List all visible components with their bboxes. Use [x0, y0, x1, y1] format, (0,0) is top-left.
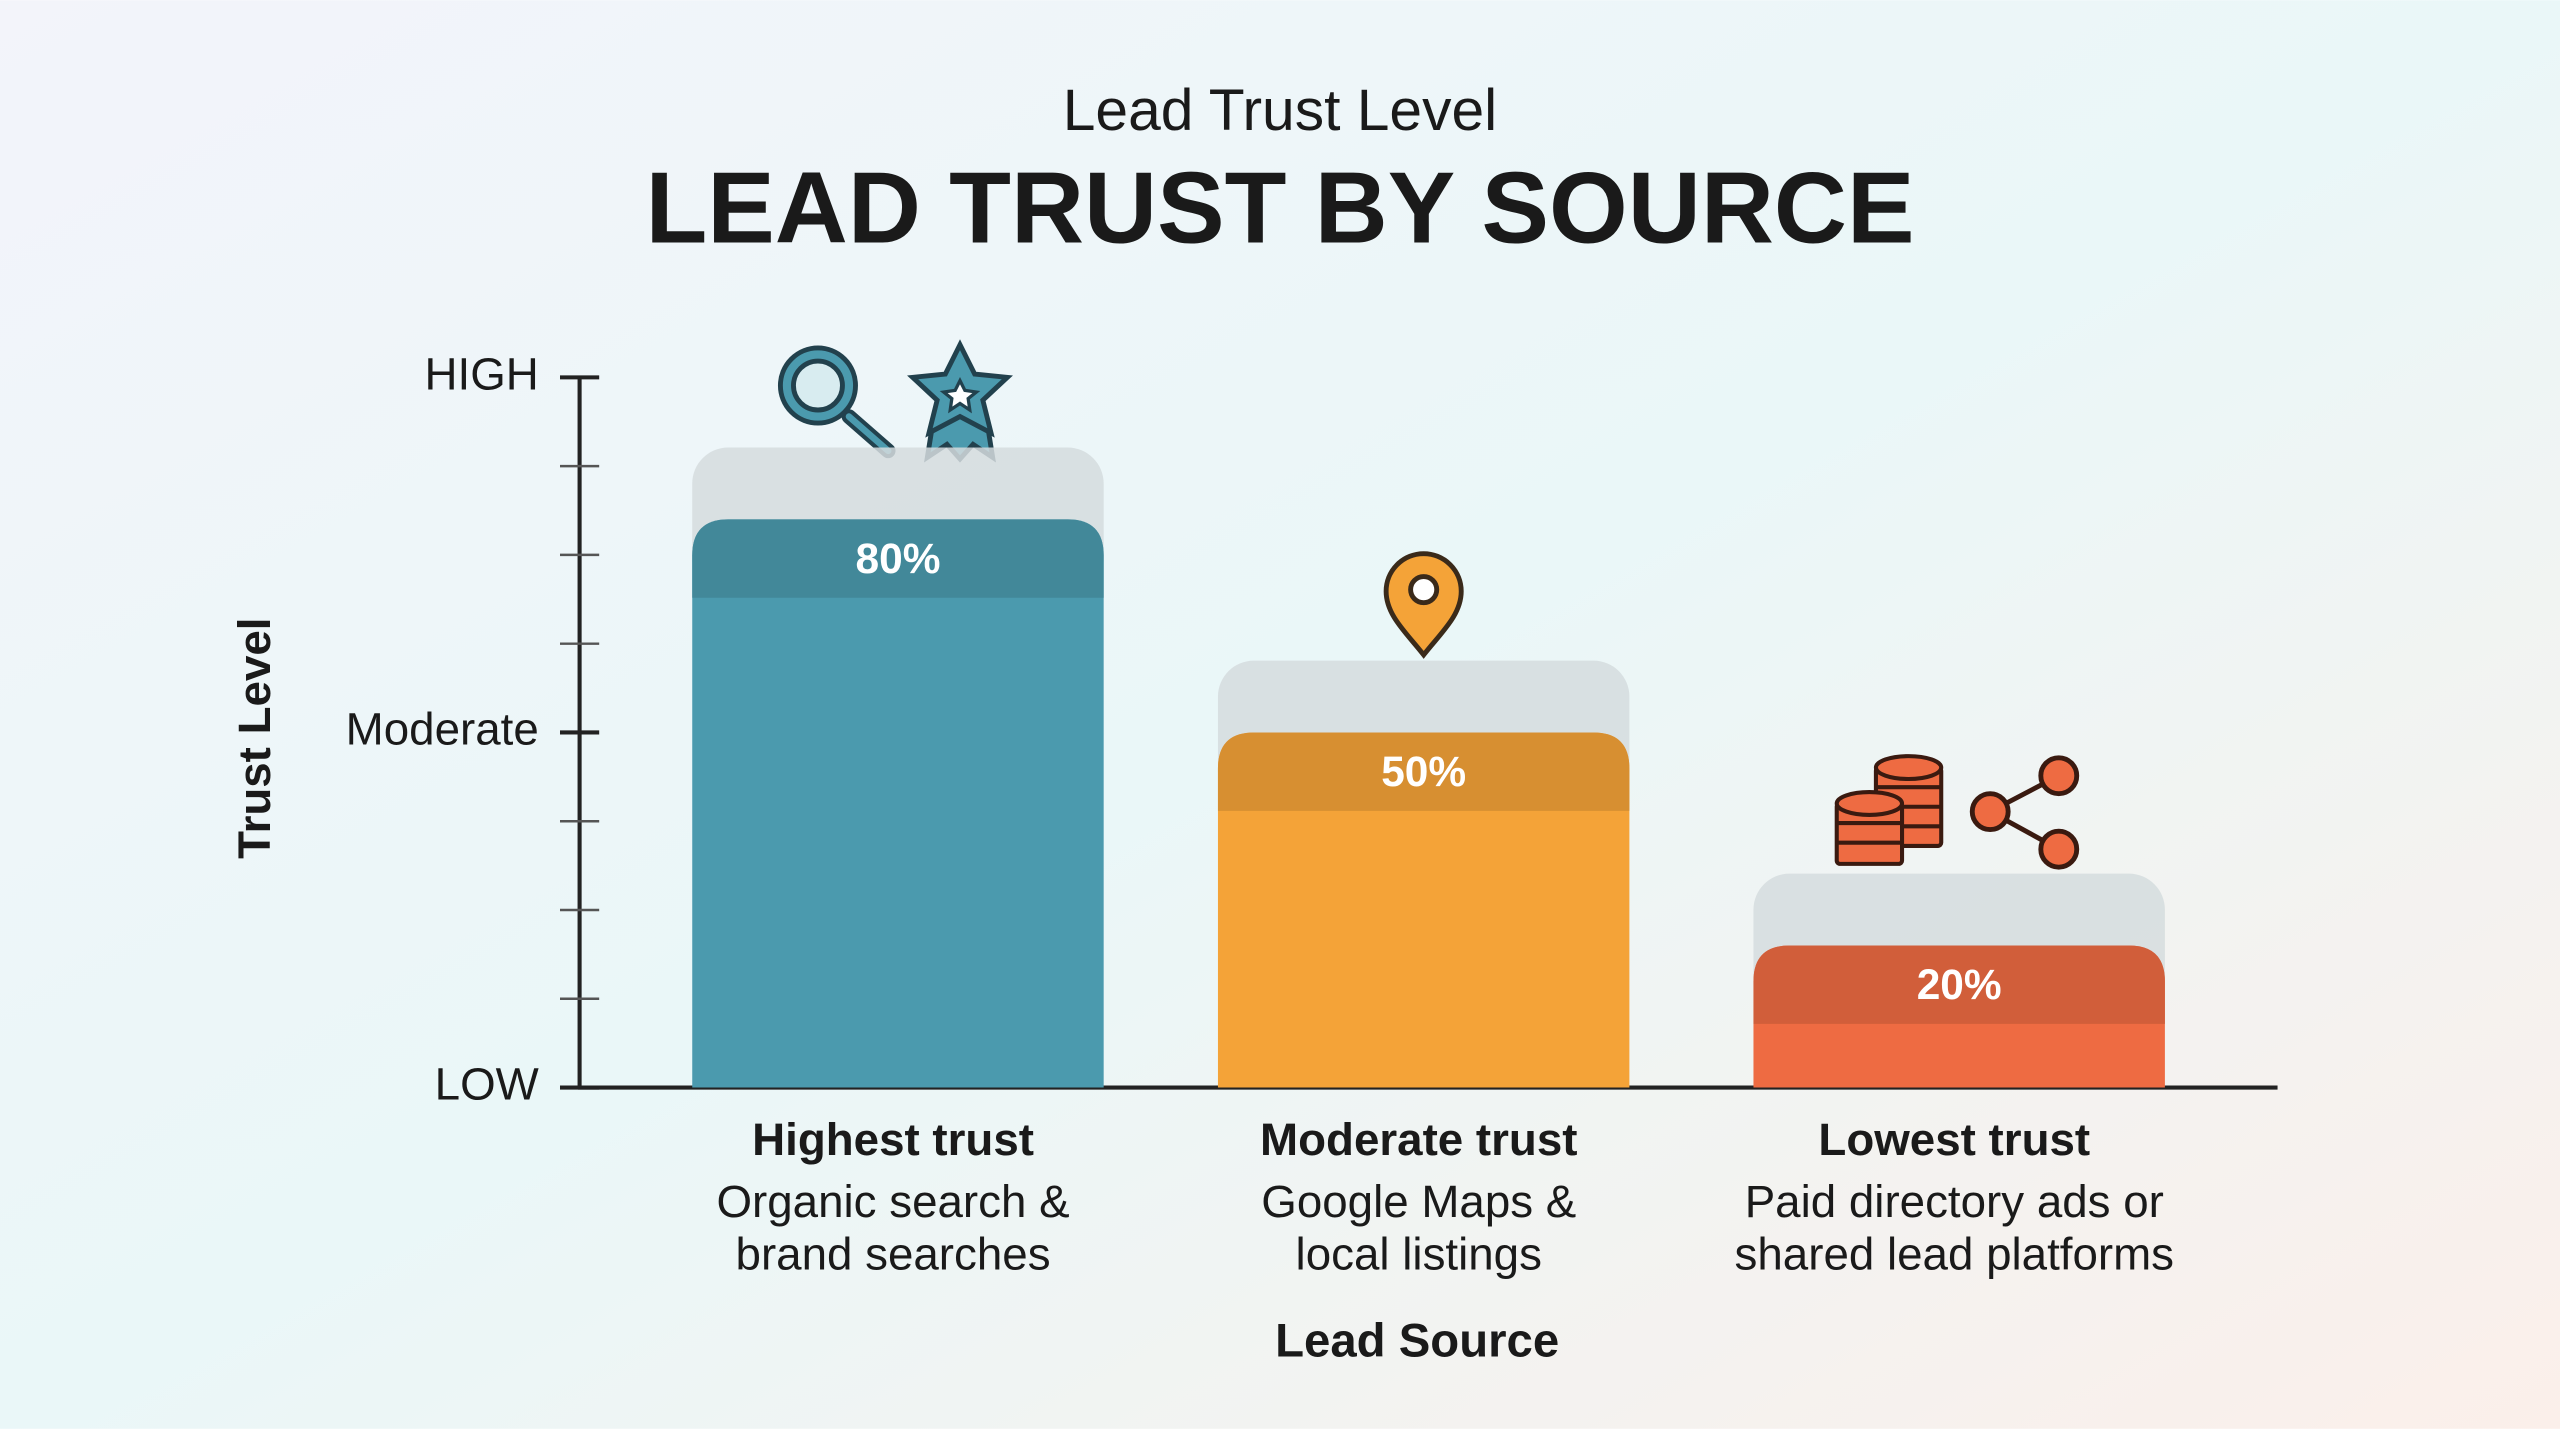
category-description: shared lead platforms — [1735, 1228, 2175, 1279]
bar-group: 50% — [1217, 660, 1630, 1088]
chart-subtitle: Lead Trust Level — [1063, 78, 1498, 143]
bar — [1217, 732, 1630, 1088]
category-label: Moderate trust — [1260, 1114, 1577, 1165]
y-tick-label: LOW — [435, 1059, 539, 1110]
share-icon — [1969, 755, 2080, 870]
bar-group: 20% — [1753, 873, 2165, 1088]
category-description: Google Maps & — [1261, 1176, 1576, 1227]
y-axis-label: Trust Level — [229, 618, 280, 859]
category-description: Paid directory ads or — [1745, 1176, 2164, 1227]
star-badge-icon — [907, 339, 1013, 463]
value-label: 20% — [1917, 961, 2002, 1008]
bar — [692, 519, 1104, 1088]
y-tick-label: Moderate — [346, 704, 539, 755]
bar-group: 80% — [692, 447, 1104, 1088]
x-axis-label: Lead Source — [1275, 1314, 1559, 1367]
map-pin-icon — [1383, 551, 1464, 659]
chart-title: LEAD TRUST BY SOURCE — [645, 151, 1914, 264]
category-description: brand searches — [736, 1228, 1051, 1279]
bar-cap — [1217, 732, 1630, 811]
bar-cap — [692, 519, 1104, 598]
value-label: 50% — [1381, 748, 1466, 795]
category-label: Lowest trust — [1818, 1114, 2090, 1165]
category-description: local listings — [1296, 1228, 1542, 1279]
category-label: Highest trust — [752, 1114, 1034, 1165]
value-label: 80% — [855, 535, 940, 582]
search-icon — [777, 345, 896, 459]
y-tick-label: HIGH — [425, 348, 539, 399]
category-description: Organic search & — [717, 1176, 1070, 1227]
coins-icon — [1834, 754, 1944, 866]
bar-cap — [1753, 945, 2165, 1024]
